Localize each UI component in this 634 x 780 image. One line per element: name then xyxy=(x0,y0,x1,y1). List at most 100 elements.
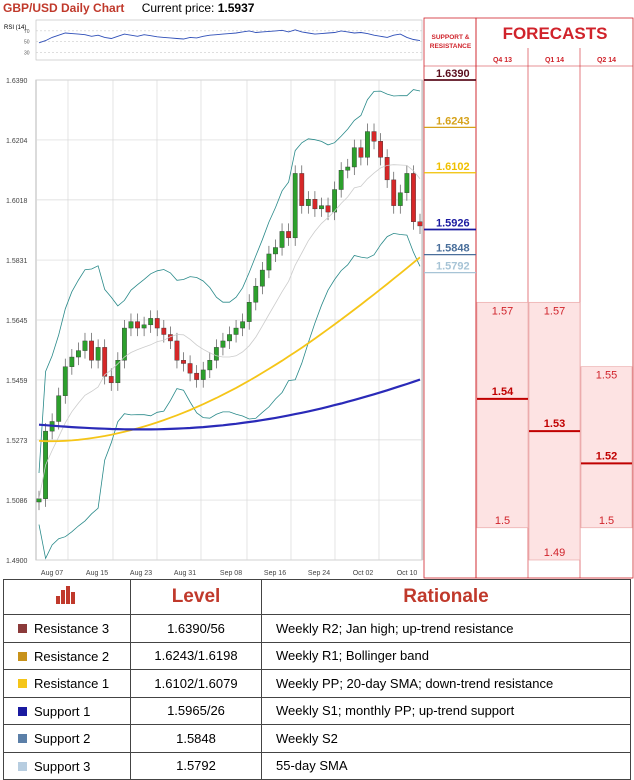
candle-body xyxy=(305,198,311,206)
candle-body xyxy=(69,356,75,367)
rsi-level-label: 70 xyxy=(24,29,30,35)
candle-body xyxy=(161,327,167,335)
forecast-low-value: 1.5 xyxy=(599,515,614,527)
row-name: Support 2 xyxy=(34,731,91,747)
candle-body xyxy=(102,347,108,377)
sr-level-value: 1.5926 xyxy=(436,217,470,229)
candle-body xyxy=(358,147,364,158)
table-row: Resistance 1 1.6102/1.6079 Weekly PP; 20-d… xyxy=(3,669,631,698)
row-name: Resistance 1 xyxy=(34,676,110,692)
candle-body xyxy=(108,376,114,384)
rationale-text: Weekly R2; Jan high; up-trend resistance xyxy=(261,614,631,643)
candle-body xyxy=(299,173,305,206)
row-name: Resistance 2 xyxy=(34,648,110,664)
candle-body xyxy=(292,173,298,239)
y-tick-label: 1.5273 xyxy=(6,438,28,445)
current-price-value: 1.5937 xyxy=(217,1,255,15)
y-tick-label: 1.6204 xyxy=(6,138,28,145)
row-name-cell: Resistance 2 xyxy=(3,641,131,670)
x-tick-label: Aug 07 xyxy=(41,570,63,577)
candle-body xyxy=(384,157,390,181)
row-name-cell: Support 1 xyxy=(3,696,131,725)
candle-body xyxy=(397,192,403,206)
forecasts-frame xyxy=(475,17,634,579)
x-tick-label: Sep 16 xyxy=(264,570,286,577)
row-name: Support 3 xyxy=(34,758,91,774)
x-tick-label: Oct 02 xyxy=(353,570,374,577)
row-name-cell: Resistance 1 xyxy=(3,669,131,698)
forecast-median-value: 1.54 xyxy=(492,386,514,398)
support-resistance-title: SUPPORT & RESISTANCE xyxy=(429,34,472,50)
sr-level-value: 1.5792 xyxy=(436,261,470,273)
x-tick-label: Oct 10 xyxy=(397,570,418,577)
row-name: Resistance 3 xyxy=(34,621,110,637)
candle-body xyxy=(417,221,423,227)
candle-body xyxy=(266,253,272,271)
candle-body xyxy=(194,372,200,380)
candle-body xyxy=(345,166,351,171)
candle-body xyxy=(259,269,265,287)
candle-body xyxy=(332,189,338,213)
rationale-text: Weekly S2 xyxy=(261,724,631,753)
y-tick-label: 1.5459 xyxy=(6,378,28,385)
candle-body xyxy=(325,205,331,213)
candle-body xyxy=(312,198,318,210)
price-chart: 1.6390 1.6204 1.6018 1.5831 1.5645 1.5459 1.52… xyxy=(4,17,634,579)
forecast-quarter-label: Q2 14 xyxy=(597,57,616,64)
candle-body xyxy=(404,173,410,193)
color-swatch xyxy=(18,624,27,634)
rationale-text: Weekly PP; 20-day SMA; down-trend resist… xyxy=(261,669,631,698)
sr-level-value: 1.6102 xyxy=(436,161,470,173)
candle-body xyxy=(240,321,246,329)
icon-header-cell xyxy=(3,579,131,615)
candle-body xyxy=(207,360,213,371)
level-value: 1.6390/56 xyxy=(130,614,262,643)
candle-body xyxy=(56,395,62,422)
candle-body xyxy=(76,350,81,358)
chart-title: GBP/USD Daily Chart xyxy=(3,1,125,15)
color-swatch xyxy=(18,651,27,661)
support-resistance-frame xyxy=(423,17,477,579)
candle-body xyxy=(351,147,357,168)
level-value: 1.6243/1.6198 xyxy=(130,641,262,670)
rationale-text: Weekly R1; Bollinger band xyxy=(261,641,631,670)
level-column-header: Level xyxy=(130,579,262,615)
candle-body xyxy=(135,321,140,329)
candle-body xyxy=(371,131,377,142)
forecast-quarter-label: Q4 13 xyxy=(493,57,512,64)
candle-body xyxy=(181,360,186,364)
candle-body xyxy=(213,347,219,361)
sma200-line xyxy=(38,378,421,431)
candle-body xyxy=(279,231,285,248)
y-tick-label: 1.6018 xyxy=(6,198,28,205)
candle-body xyxy=(115,360,121,384)
sr-level-value: 1.6390 xyxy=(436,68,470,80)
forecast-low-value: 1.49 xyxy=(544,547,565,559)
x-tick-label: Aug 31 xyxy=(174,570,196,577)
candle-body xyxy=(391,179,397,206)
y-tick-label: 1.5086 xyxy=(6,498,28,505)
candle-body xyxy=(36,498,42,503)
rationale-text: Weekly S1; monthly PP; up-trend support xyxy=(261,696,631,725)
sma20-line xyxy=(38,164,421,499)
forecast-low-value: 1.5 xyxy=(495,515,510,527)
rsi-level-label: 50 xyxy=(24,40,30,46)
candle-body xyxy=(148,318,154,326)
bollinger-lower-line xyxy=(38,232,421,560)
candle-body xyxy=(121,327,127,361)
candle-body xyxy=(378,141,383,158)
table-row: Resistance 2 1.6243/1.6198 Weekly R1; Boll… xyxy=(3,641,631,670)
forecast-range-box xyxy=(476,301,529,529)
candle-body xyxy=(200,369,206,380)
candle-body xyxy=(128,321,134,329)
rationale-column-header: Rationale xyxy=(261,579,631,615)
bollinger-upper-line xyxy=(38,89,421,474)
candle-body xyxy=(227,334,232,342)
color-swatch xyxy=(18,706,27,716)
forecast-median-value: 1.52 xyxy=(596,450,617,462)
candle-body xyxy=(319,205,324,210)
rsi-level-label: 30 xyxy=(24,51,30,57)
y-tick-label: 1.6390 xyxy=(6,78,28,85)
x-tick-label: Aug 15 xyxy=(86,570,108,577)
forecast-high-value: 1.57 xyxy=(544,305,565,317)
